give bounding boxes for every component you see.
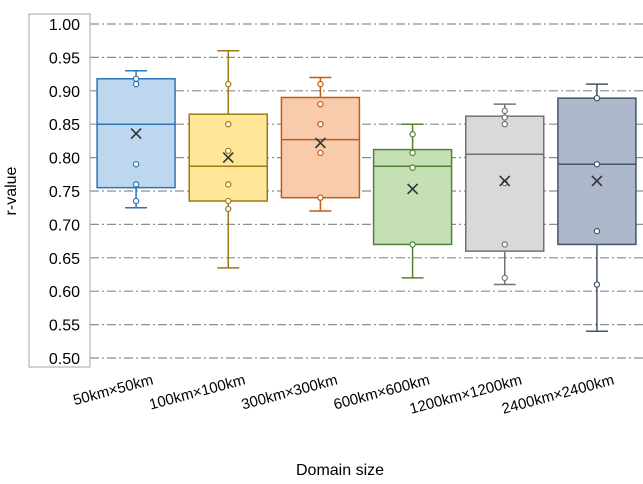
mean-marker: [591, 175, 603, 187]
mean-marker: [314, 137, 326, 149]
box-iqr: [372, 148, 453, 246]
y-tick-labels: 0.50 0.55 0.60 0.65 0.70 0.75 0.80 0.85 0.90 0.95…: [49, 17, 80, 368]
data-point: [132, 75, 140, 82]
data-point: [225, 80, 232, 88]
y-tick-label: 0.95: [49, 50, 80, 67]
data-point: [593, 161, 601, 168]
data-point: [593, 227, 601, 235]
data-point: [409, 164, 416, 171]
y-tick-label: 0.60: [49, 284, 80, 301]
box-series: [96, 49, 637, 333]
data-point: [225, 197, 232, 205]
data-point: [317, 100, 324, 108]
data-point: [132, 181, 140, 188]
y-tick-label: 0.75: [49, 184, 80, 201]
mean-marker: [130, 127, 142, 140]
data-point: [317, 120, 324, 128]
y-tick-label: 0.80: [49, 151, 80, 168]
y-tick-label: 0.70: [49, 217, 80, 234]
data-point: [317, 149, 324, 157]
y-tick-label: 0.90: [49, 84, 80, 101]
y-axis-frame: [28, 13, 91, 368]
data-point: [317, 194, 324, 201]
data-point: [409, 241, 416, 248]
y-tick-label: 0.55: [49, 318, 80, 335]
data-point: [501, 120, 508, 128]
box-group: [557, 83, 637, 333]
box-group: [280, 76, 361, 212]
data-point: [225, 120, 232, 128]
data-point: [225, 147, 232, 155]
data-point: [593, 94, 601, 102]
data-point: [132, 197, 140, 205]
gridlines: [90, 23, 643, 359]
y-tick-label: 0.50: [49, 351, 80, 368]
mean-marker: [407, 183, 419, 195]
y-tick-label: 1.00: [49, 17, 80, 34]
data-point: [593, 281, 601, 288]
data-point: [225, 205, 232, 213]
data-point: [501, 274, 508, 282]
data-point: [225, 181, 232, 188]
data-point: [501, 114, 508, 121]
mean-marker: [499, 175, 511, 187]
data-point: [501, 107, 508, 115]
y-tick-label: 0.85: [49, 117, 80, 134]
data-point: [132, 161, 140, 168]
box-iqr: [557, 97, 637, 246]
box-iqr: [280, 96, 361, 199]
y-axis-title: r-value: [3, 166, 20, 215]
data-point: [132, 80, 140, 88]
box-group: [465, 103, 545, 286]
box-group: [372, 123, 453, 279]
y-tick-label: 0.65: [49, 251, 80, 268]
data-point: [501, 241, 508, 248]
data-point: [409, 149, 416, 157]
x-axis-title: Domain size: [296, 462, 384, 479]
box-group: [96, 70, 176, 209]
box-group: [188, 49, 268, 269]
mean-marker: [222, 152, 234, 164]
data-point: [409, 131, 416, 138]
data-point: [317, 80, 324, 88]
